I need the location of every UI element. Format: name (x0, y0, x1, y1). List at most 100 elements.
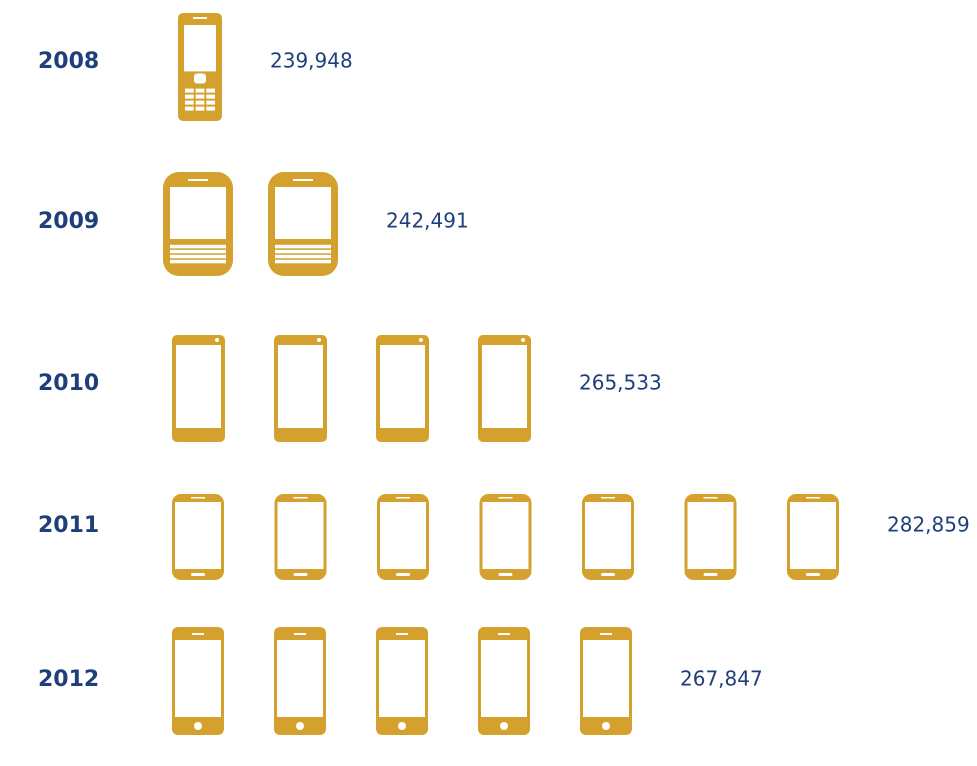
screen (482, 502, 529, 569)
speaker (293, 497, 308, 499)
value-label: 265,533 (579, 371, 662, 395)
home-button (191, 573, 205, 576)
key-row (275, 244, 331, 249)
screen (175, 502, 221, 569)
key-row (170, 249, 226, 254)
speaker (293, 179, 313, 181)
speaker (498, 497, 513, 499)
value-label: 242,491 (386, 209, 469, 233)
speaker (191, 497, 205, 499)
camera (521, 338, 525, 342)
phone-icon (172, 627, 224, 735)
speaker (192, 633, 204, 635)
phone-icon (274, 494, 327, 580)
phone-icon (172, 494, 224, 580)
year-label: 2008 (38, 49, 99, 74)
screen (790, 502, 836, 569)
key (185, 88, 194, 93)
home-button (498, 573, 513, 576)
year-label: 2010 (38, 371, 99, 396)
phone-icon (274, 335, 327, 442)
screen (380, 502, 426, 569)
screen (482, 345, 527, 428)
home-button (293, 573, 308, 576)
key (185, 94, 194, 99)
year-label: 2009 (38, 209, 99, 234)
screen (275, 187, 331, 239)
phone-icon (172, 335, 225, 442)
phone-icon (178, 13, 222, 121)
speaker (188, 179, 208, 181)
screen (277, 502, 324, 569)
screen (585, 502, 631, 569)
phone-icon (787, 494, 839, 580)
key (195, 106, 205, 111)
camera (215, 338, 219, 342)
key (206, 106, 215, 111)
phone-icon (376, 335, 429, 442)
screen (481, 640, 527, 717)
home-button (601, 573, 615, 576)
screen (687, 502, 734, 569)
home-button (398, 722, 406, 730)
speaker (600, 633, 612, 635)
key (185, 100, 194, 105)
speaker (396, 633, 408, 635)
screen (176, 345, 221, 428)
phone-icon (377, 494, 429, 580)
screen (184, 25, 216, 72)
speaker (601, 497, 615, 499)
phone-icon (478, 627, 530, 735)
speaker (806, 497, 820, 499)
phone-icon (478, 335, 531, 442)
home-button (194, 722, 202, 730)
screen (277, 640, 323, 717)
key-row (170, 259, 226, 264)
value-label: 267,847 (680, 667, 763, 691)
key (185, 106, 194, 111)
key (195, 88, 205, 93)
speaker (193, 17, 207, 19)
home-button (602, 722, 610, 730)
key (195, 100, 205, 105)
camera (419, 338, 423, 342)
key-row (275, 254, 331, 259)
phone-icon (479, 494, 532, 580)
year-label: 2011 (38, 513, 99, 538)
speaker (396, 497, 410, 499)
phone-icon (376, 627, 428, 735)
phone-icon (274, 627, 326, 735)
nav-key (194, 73, 206, 84)
key (206, 88, 215, 93)
phone-icon (163, 172, 233, 276)
key-row (170, 254, 226, 259)
home-button (703, 573, 718, 576)
key-row (275, 259, 331, 264)
camera (317, 338, 321, 342)
screen (278, 345, 323, 428)
phone-icon (268, 172, 338, 276)
screen (583, 640, 629, 717)
phone-icon (580, 627, 632, 735)
phone-icon (582, 494, 634, 580)
screen (175, 640, 221, 717)
value-label: 239,948 (270, 49, 353, 73)
screen (170, 187, 226, 239)
year-label: 2012 (38, 667, 99, 692)
speaker (498, 633, 510, 635)
key (206, 100, 215, 105)
key-row (275, 249, 331, 254)
key (206, 94, 215, 99)
key (195, 94, 205, 99)
home-button (296, 722, 304, 730)
phone-icon (684, 494, 737, 580)
speaker (703, 497, 718, 499)
speaker (294, 633, 306, 635)
home-button (396, 573, 410, 576)
key-row (170, 244, 226, 249)
home-button (500, 722, 508, 730)
screen (379, 640, 425, 717)
home-button (806, 573, 820, 576)
